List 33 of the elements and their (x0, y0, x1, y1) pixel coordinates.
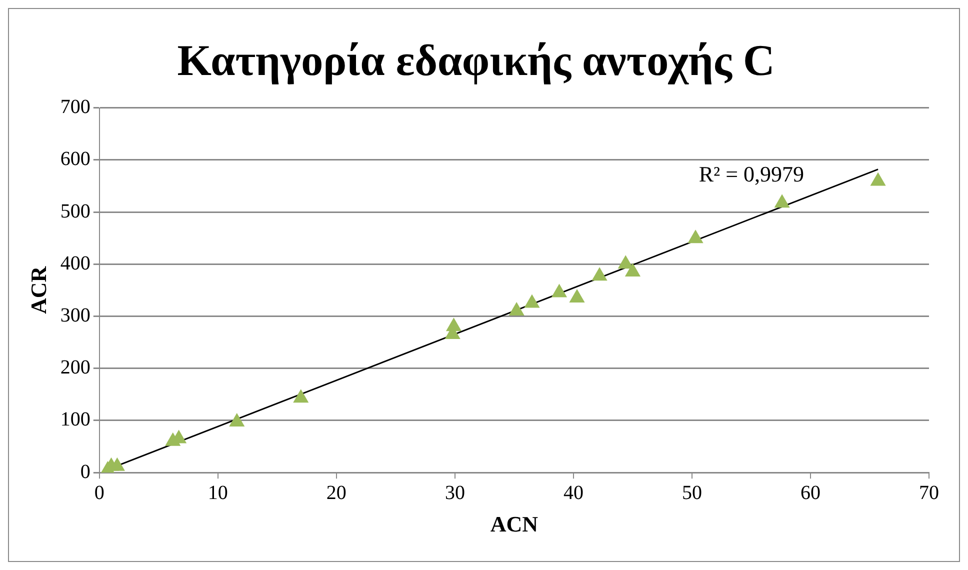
y-tick-label: 600 (60, 148, 90, 170)
y-tick-label: 200 (60, 356, 90, 379)
point (229, 414, 244, 427)
x-tick-label: 20 (326, 482, 346, 504)
x-tick-label: 50 (682, 482, 702, 504)
point (570, 290, 584, 303)
point (618, 256, 634, 269)
x-axis-title: ACN (490, 511, 538, 536)
y-tick-label: 500 (60, 200, 90, 222)
point (552, 284, 567, 298)
point (870, 172, 886, 186)
point (774, 194, 790, 208)
y-tick-label: 400 (60, 252, 90, 274)
point (688, 230, 703, 244)
y-axis-title: ACR (26, 265, 51, 314)
point (509, 302, 524, 316)
y-tick-label: 300 (60, 304, 90, 327)
x-tick-label: 10 (208, 482, 228, 504)
y-tick-label: 700 (60, 96, 90, 118)
chart-title: Κατηγορία εδαφικής αντοχής C (177, 36, 775, 85)
x-tick-label: 0 (94, 482, 104, 504)
x-tick-label: 70 (919, 482, 939, 504)
y-tick-label: 100 (60, 408, 90, 431)
annotation: R² = 0,9979 (698, 162, 804, 187)
point (293, 390, 308, 403)
point (446, 318, 462, 332)
x-tick-label: 30 (444, 482, 465, 504)
x-tick-label: 40 (563, 482, 584, 504)
y-tick-label: 0 (80, 460, 90, 483)
x-tick-label: 60 (800, 482, 820, 504)
point (592, 268, 607, 281)
point (625, 263, 640, 276)
point (524, 294, 540, 308)
